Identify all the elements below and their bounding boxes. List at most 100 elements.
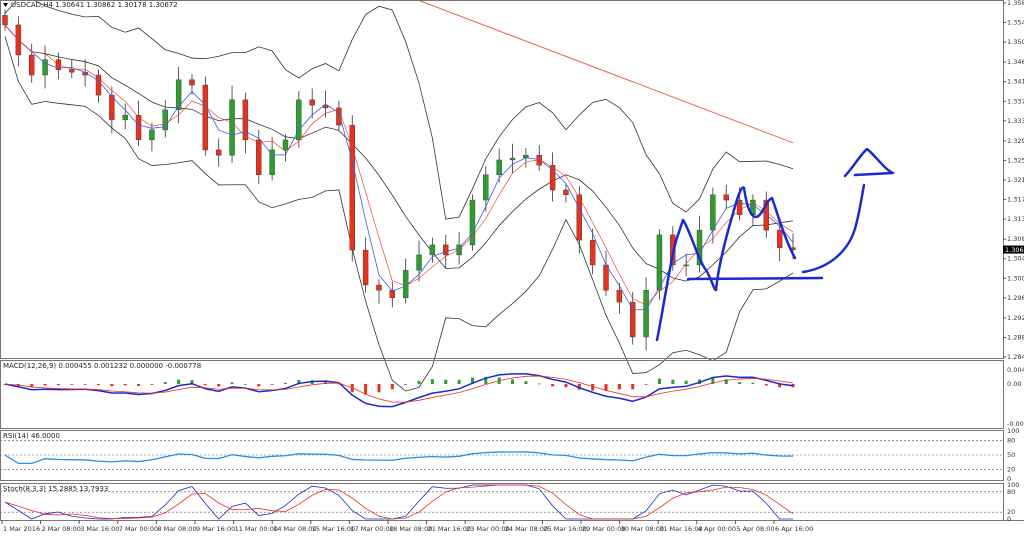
candle-body: [576, 194, 583, 241]
price-tick-label: 1.28420: [1007, 353, 1024, 361]
macd-histogram-bar: [511, 379, 515, 384]
annotation-wave: [655, 186, 797, 342]
time-tick-label: 31 Mar 16:00: [659, 525, 702, 533]
rsi-line: [4, 451, 794, 465]
stoch-panel[interactable]: [0, 484, 1003, 520]
price-tick-label: 1.33780: [1007, 97, 1024, 105]
macd-histogram-bar: [724, 379, 728, 384]
candle-body: [509, 157, 516, 161]
price-panel[interactable]: [2, 0, 796, 392]
time-tick-label: 14 Mar 08:00: [273, 525, 316, 533]
macd-tick-label: -0.009570: [1007, 420, 1024, 428]
stoch-main-line: [4, 484, 793, 520]
candle-body: [95, 74, 102, 96]
macd-histogram-bar: [137, 384, 141, 386]
candle-body: [603, 264, 609, 291]
panel-frame: [0, 430, 1004, 481]
price-tick-label: 1.29660: [1007, 294, 1024, 302]
price-tick-label: 1.30070: [1007, 274, 1024, 282]
macd-histogram-bar: [738, 382, 742, 384]
macd-histogram-bar: [711, 377, 715, 384]
macd-histogram-bar: [484, 376, 488, 384]
price-tick-label: 1.35840: [1007, 0, 1024, 7]
macd-title: MACD(12,26,9) 0.000455 0.001232 0.000000…: [3, 362, 201, 370]
annotation-neckline: [686, 276, 824, 281]
macd-line: [4, 373, 794, 408]
macd-histogram-bar: [83, 384, 87, 385]
annotation-arrow-head: [843, 147, 895, 178]
macd-histogram-bar: [230, 382, 234, 384]
macd-histogram-bar: [604, 384, 608, 391]
stoch-tick-label: 20: [1007, 508, 1015, 516]
macd-panel[interactable]: [3, 373, 795, 408]
time-tick-label: 4 Apr 00:00: [698, 525, 736, 533]
price-tick-label: 1.34600: [1007, 58, 1024, 66]
candle-body: [69, 69, 75, 73]
current-price-label: 1.30672: [1005, 246, 1024, 254]
candle-body: [242, 99, 249, 141]
price-tick-label: 1.31720: [1007, 196, 1024, 204]
macd-histogram-bar: [577, 384, 581, 390]
dropdown-arrow-icon[interactable]: [3, 3, 8, 7]
candle-body: [549, 165, 556, 191]
rsi-tick-label: 0: [1007, 475, 1011, 483]
rsi-tick-label: 80: [1007, 437, 1015, 445]
candle-body: [175, 79, 182, 111]
panel-frame: [0, 360, 1004, 429]
macd-signal-line: [4, 375, 794, 403]
time-tick-label: 9 Mar 16:00: [196, 525, 235, 533]
stoch-title: Stoch(8,3,3) 15.2885 13.7933: [3, 485, 108, 493]
candle-body: [336, 107, 342, 126]
price-tick-label: 1.30480: [1007, 255, 1024, 263]
macd-tick-label: 0.00: [1007, 380, 1021, 388]
time-tick-label: 7 Mar 00:00: [119, 525, 158, 533]
macd-histogram-bar: [564, 384, 568, 388]
rsi-panel[interactable]: [0, 440, 1003, 470]
macd-histogram-bar: [243, 383, 247, 385]
macd-histogram-bar: [297, 379, 301, 384]
candle-body: [656, 234, 663, 291]
candle-body: [256, 139, 262, 175]
time-tick-label: 15 Mar 16:00: [312, 525, 355, 533]
rsi-tick-label: 50: [1007, 451, 1015, 459]
time-tick-label: 5 Apr 08:00: [736, 525, 774, 533]
candle-body: [469, 199, 476, 246]
macd-histogram-bar: [444, 379, 448, 384]
candle-body: [710, 194, 716, 231]
macd-histogram-bar: [617, 384, 621, 390]
macd-histogram-bar: [43, 384, 47, 386]
time-tick-label: 29 Mar 00:00: [582, 525, 625, 533]
time-tick-label: 3 Mar 16:00: [80, 525, 119, 533]
time-tick-label: 11 Mar 00:00: [235, 525, 278, 533]
rsi-title: RSI(14) 46.0000: [3, 432, 60, 440]
candle-body: [109, 94, 115, 121]
price-tick-label: 1.32950: [1007, 137, 1024, 145]
candle-body: [696, 229, 703, 266]
price-tick-label: 1.30890: [1007, 235, 1024, 243]
macd-histogram-bar: [96, 384, 100, 386]
candle-body: [349, 124, 355, 251]
candle-body: [296, 99, 302, 141]
macd-histogram-bar: [551, 384, 555, 387]
macd-histogram-bar: [190, 380, 194, 384]
candle-body: [269, 149, 275, 175]
macd-tick-label: 0.004795: [1007, 366, 1024, 374]
candle-body: [162, 109, 168, 131]
macd-histogram-bar: [764, 384, 768, 386]
candle-body: [362, 249, 369, 286]
stoch-signal-line: [4, 484, 794, 520]
candle-body: [723, 194, 729, 201]
time-tick-label: 6 Apr 16:00: [775, 525, 813, 533]
current-price-marker: [1003, 245, 1024, 254]
macd-histogram-bar: [751, 382, 755, 384]
macd-histogram-bar: [470, 377, 474, 384]
candle-body: [429, 244, 436, 256]
price-tick-label: 1.32540: [1007, 156, 1024, 164]
bollinger-upper: [4, 0, 794, 220]
macd-histogram-bar: [671, 379, 675, 384]
signal-moving-average: [4, 24, 794, 306]
macd-histogram-bar: [177, 379, 181, 384]
candle-body: [496, 159, 502, 175]
stoch-tick-label: 100: [1007, 481, 1019, 489]
